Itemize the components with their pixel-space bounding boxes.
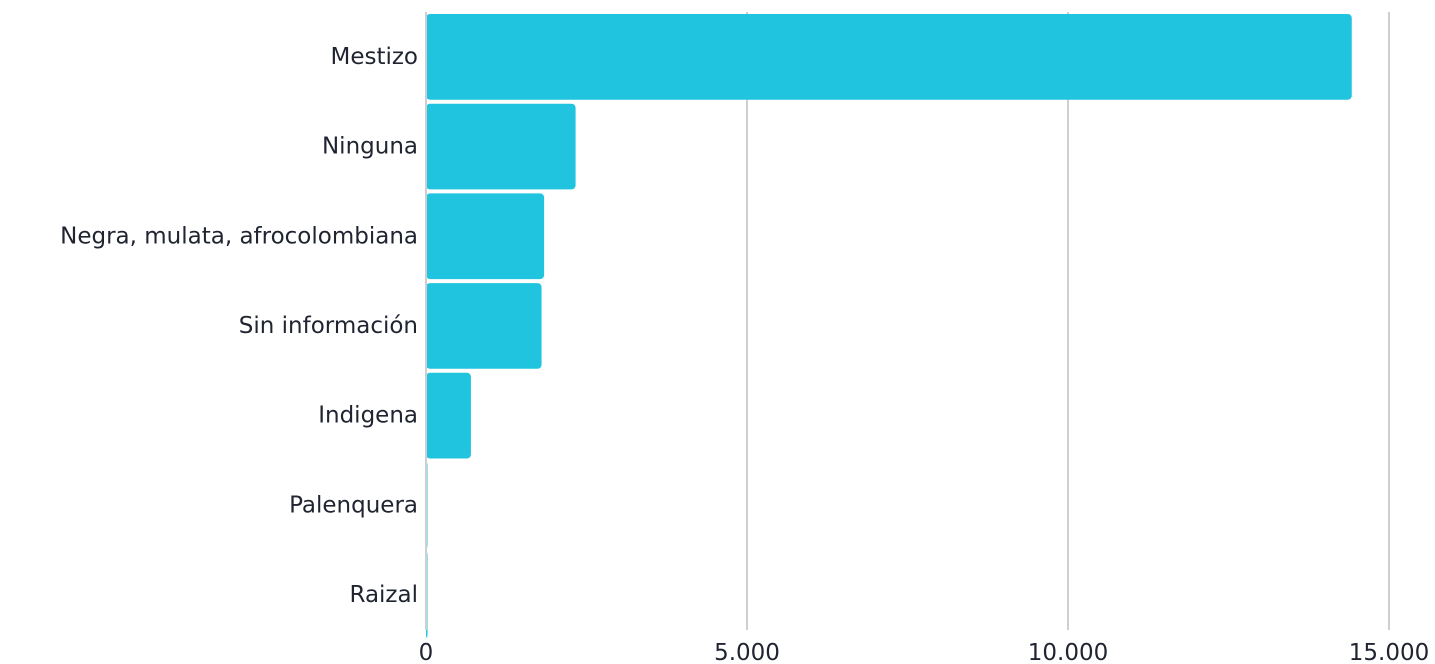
x-tick-label-1: 5.000 <box>714 640 780 664</box>
category-label-1: Ninguna <box>322 134 418 160</box>
category-label-4: Indigena <box>318 403 418 429</box>
x-tick-label-0: 0 <box>419 640 434 664</box>
category-label-6: Raizal <box>349 582 418 608</box>
category-labels: Mestizo Ninguna Negra, mulata, afrocolombi… <box>60 44 418 608</box>
category-label-3: Sin información <box>239 313 418 339</box>
bar-2 <box>426 193 545 280</box>
bar-0 <box>426 14 1352 100</box>
bar-1 <box>426 103 576 190</box>
x-tick-label-2: 10.000 <box>1028 640 1108 664</box>
grid-lines <box>746 12 1390 630</box>
category-label-2: Negra, mulata, afrocolombiana <box>60 223 418 249</box>
bar-4 <box>426 372 471 459</box>
x-axis: 0 5.000 10.000 15.000 <box>419 12 1429 664</box>
bar-3 <box>426 283 542 369</box>
bars <box>426 14 1352 638</box>
x-tick-label-3: 15.000 <box>1349 640 1429 664</box>
category-label-0: Mestizo <box>330 44 418 70</box>
category-label-5: Palenquera <box>289 492 418 518</box>
